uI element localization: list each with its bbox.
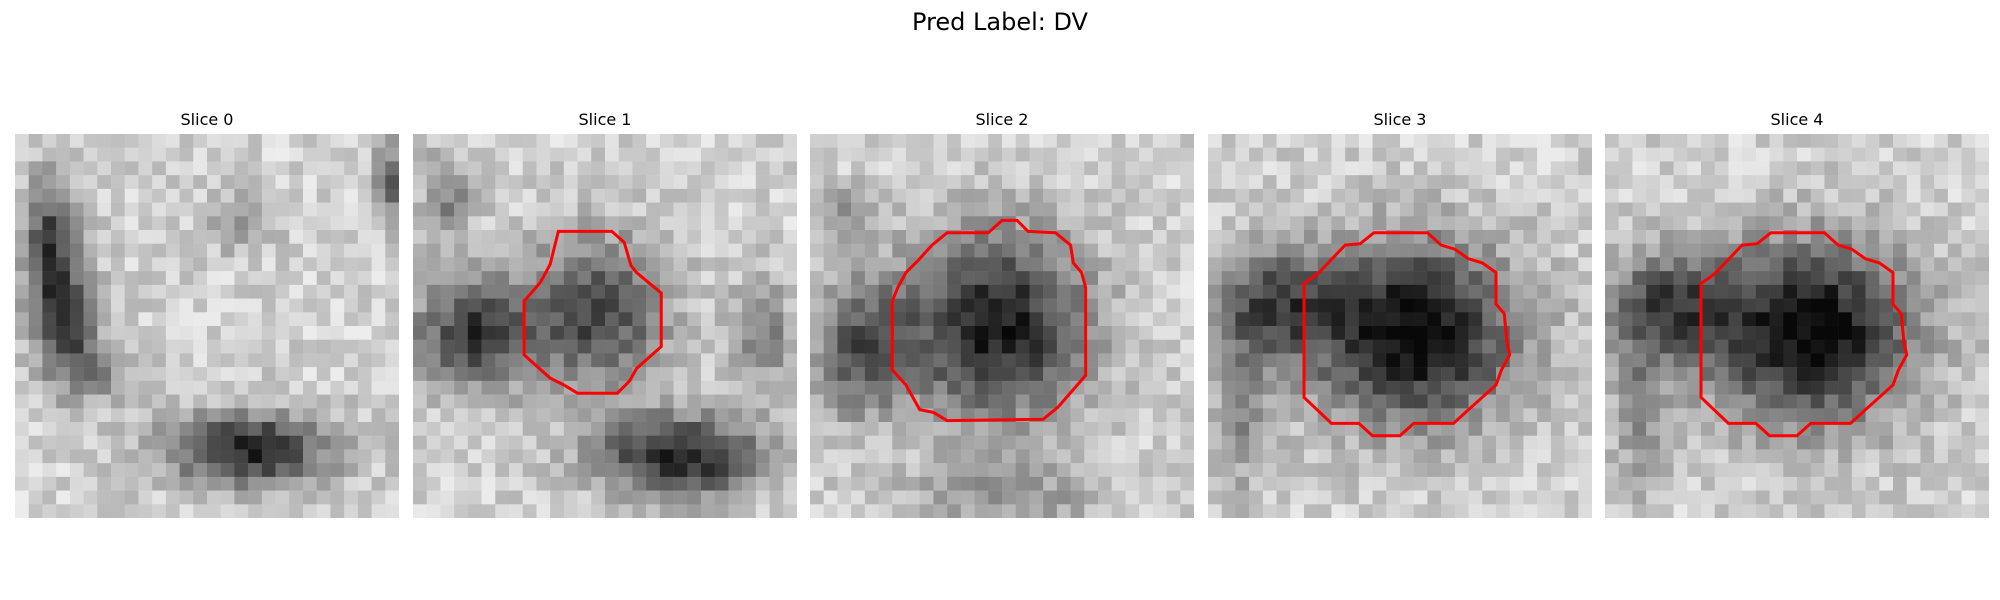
segmentation-contour-1 (522, 229, 663, 395)
slice-image-0 (15, 134, 399, 518)
slice-pixels-3 (1208, 134, 1592, 518)
slice-pixels-4 (1605, 134, 1989, 518)
slice-panel-0: Slice 0 (15, 108, 399, 518)
figure-title: Pred Label: DV (912, 8, 1088, 36)
slice-panel-1: Slice 1 (413, 108, 797, 518)
segmentation-contour-2 (890, 218, 1088, 423)
slice-pixels-1 (413, 134, 797, 518)
segmentation-contour-3 (1302, 231, 1512, 438)
slice-image-3 (1208, 134, 1592, 518)
slice-title-1: Slice 1 (578, 110, 632, 129)
slice-title-0: Slice 0 (180, 110, 234, 129)
slice-panel-2: Slice 2 (810, 108, 1194, 518)
slice-title-3: Slice 3 (1373, 110, 1427, 129)
slice-title-4: Slice 4 (1770, 110, 1824, 129)
slice-title-2: Slice 2 (975, 110, 1029, 129)
slice-panel-3: Slice 3 (1208, 108, 1592, 518)
slice-image-4 (1605, 134, 1989, 518)
slice-pixels-0 (15, 134, 399, 518)
slice-image-2 (810, 134, 1194, 518)
slice-pixels-2 (810, 134, 1194, 518)
slice-image-1 (413, 134, 797, 518)
slice-panel-4: Slice 4 (1605, 108, 1989, 518)
segmentation-contour-4 (1699, 231, 1909, 438)
